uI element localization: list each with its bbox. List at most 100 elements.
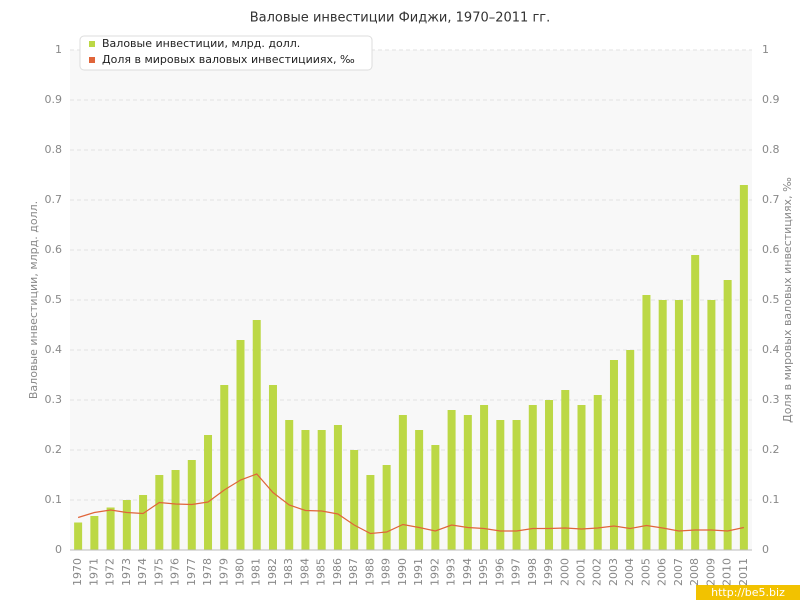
bar bbox=[545, 400, 554, 550]
bar bbox=[447, 410, 456, 550]
y2-tick-label: 0.2 bbox=[762, 443, 780, 456]
x-tick-label: 2010 bbox=[721, 558, 734, 586]
x-tick-label: 1991 bbox=[412, 558, 425, 586]
bar bbox=[155, 475, 164, 550]
x-tick-label: 2009 bbox=[704, 558, 717, 586]
y-tick-label: 0.4 bbox=[45, 343, 63, 356]
bar bbox=[577, 405, 586, 550]
x-tick-label: 2008 bbox=[688, 558, 701, 586]
bar bbox=[723, 280, 732, 550]
x-tick-label: 1971 bbox=[87, 558, 100, 586]
x-tick-label: 1974 bbox=[136, 558, 149, 586]
x-tick-label: 1973 bbox=[120, 558, 133, 586]
x-tick-label: 2001 bbox=[575, 558, 588, 586]
bar bbox=[122, 500, 131, 550]
bar bbox=[74, 522, 83, 550]
x-tick-label: 2006 bbox=[656, 558, 669, 586]
watermark-bg bbox=[696, 585, 800, 600]
y-tick-label: 0.7 bbox=[45, 193, 63, 206]
bar bbox=[626, 350, 635, 550]
y2-tick-label: 0.7 bbox=[762, 193, 780, 206]
bar bbox=[674, 300, 683, 550]
bar bbox=[496, 420, 505, 550]
legend-box bbox=[79, 35, 373, 71]
x-tick-label: 2002 bbox=[591, 558, 604, 586]
x-tick-label: 1992 bbox=[428, 558, 441, 586]
legend-marker bbox=[89, 41, 95, 47]
bar bbox=[333, 425, 342, 550]
y-axis-title: Валовые инвестиции, млрд. долл. bbox=[27, 201, 40, 399]
x-tick-label: 1989 bbox=[380, 558, 393, 586]
y-tick-label: 0.9 bbox=[45, 93, 63, 106]
bar bbox=[285, 420, 294, 550]
y-tick-label: 0 bbox=[55, 543, 62, 556]
y-tick-label: 0.8 bbox=[45, 143, 63, 156]
watermark: http://be5.biz bbox=[711, 586, 785, 599]
legend-label: Доля в мировых валовых инвестицииях, ‰ bbox=[102, 53, 355, 66]
x-tick-label: 1987 bbox=[347, 558, 360, 586]
bar bbox=[642, 295, 651, 550]
x-tick-label: 1990 bbox=[396, 558, 409, 586]
legend: Валовые инвестиции, млрд. долл. Доля в ми… bbox=[79, 35, 373, 71]
y-tick-label: 0.2 bbox=[45, 443, 63, 456]
x-tick-label: 1982 bbox=[266, 558, 279, 586]
chart-title: Валовые инвестиции Фиджи, 1970–2011 гг. bbox=[250, 11, 551, 26]
y2-tick-label: 0.9 bbox=[762, 93, 780, 106]
x-tick-label: 2003 bbox=[607, 558, 620, 586]
x-tick-label: 2005 bbox=[639, 558, 652, 586]
bar bbox=[236, 340, 245, 550]
x-tick-label: 1998 bbox=[526, 558, 539, 586]
x-tick-label: 1986 bbox=[331, 558, 344, 586]
bar bbox=[609, 360, 618, 550]
bar bbox=[739, 185, 748, 550]
x-tick-label: 1980 bbox=[234, 558, 247, 586]
bar bbox=[512, 420, 521, 550]
x-tick-label: 2011 bbox=[737, 558, 750, 586]
x-tick-label: 1995 bbox=[477, 558, 490, 586]
y2-tick-label: 0.6 bbox=[762, 243, 780, 256]
x-tick-label: 1970 bbox=[71, 558, 84, 586]
bar bbox=[691, 255, 700, 550]
bar bbox=[707, 300, 716, 550]
bar bbox=[268, 385, 277, 550]
x-tick-label: 2007 bbox=[672, 558, 685, 586]
y2-tick-label: 0.8 bbox=[762, 143, 780, 156]
y2-tick-label: 1 bbox=[762, 43, 769, 56]
legend-marker bbox=[89, 57, 95, 63]
bar bbox=[204, 435, 213, 550]
x-tick-label: 1983 bbox=[282, 558, 295, 586]
x-tick-label: 1976 bbox=[169, 558, 182, 586]
bar bbox=[350, 450, 359, 550]
bar bbox=[317, 430, 326, 550]
x-tick-label: 1984 bbox=[298, 558, 311, 586]
x-tick-label: 1994 bbox=[461, 558, 474, 586]
bar bbox=[398, 415, 407, 550]
bar bbox=[90, 516, 99, 550]
bar bbox=[366, 475, 375, 550]
x-tick-label: 1981 bbox=[250, 558, 263, 586]
y2-axis-title: Доля в мировых валовых инвестициях, ‰ bbox=[781, 177, 794, 423]
x-tick-label: 1979 bbox=[217, 558, 230, 586]
x-tick-label: 1975 bbox=[152, 558, 165, 586]
bar bbox=[480, 405, 489, 550]
x-tick-label: 1972 bbox=[104, 558, 117, 586]
x-tick-label: 1997 bbox=[510, 558, 523, 586]
x-tick-label: 1985 bbox=[315, 558, 328, 586]
y-tick-label: 0.6 bbox=[45, 243, 63, 256]
x-tick-label: 1978 bbox=[201, 558, 214, 586]
bar bbox=[415, 430, 424, 550]
y2-tick-label: 0.1 bbox=[762, 493, 780, 506]
bar bbox=[139, 495, 148, 550]
x-tick-label: 2004 bbox=[623, 558, 636, 586]
y-tick-label: 0.5 bbox=[45, 293, 63, 306]
x-tick-label: 1977 bbox=[185, 558, 198, 586]
bar bbox=[593, 395, 602, 550]
y-tick-label: 0.3 bbox=[45, 393, 63, 406]
x-tick-label: 1993 bbox=[445, 558, 458, 586]
bar bbox=[658, 300, 667, 550]
legend-label: Валовые инвестиции, млрд. долл. bbox=[102, 37, 300, 50]
y2-tick-label: 0.3 bbox=[762, 393, 780, 406]
y-tick-label: 1 bbox=[55, 43, 62, 56]
bar bbox=[431, 445, 440, 550]
